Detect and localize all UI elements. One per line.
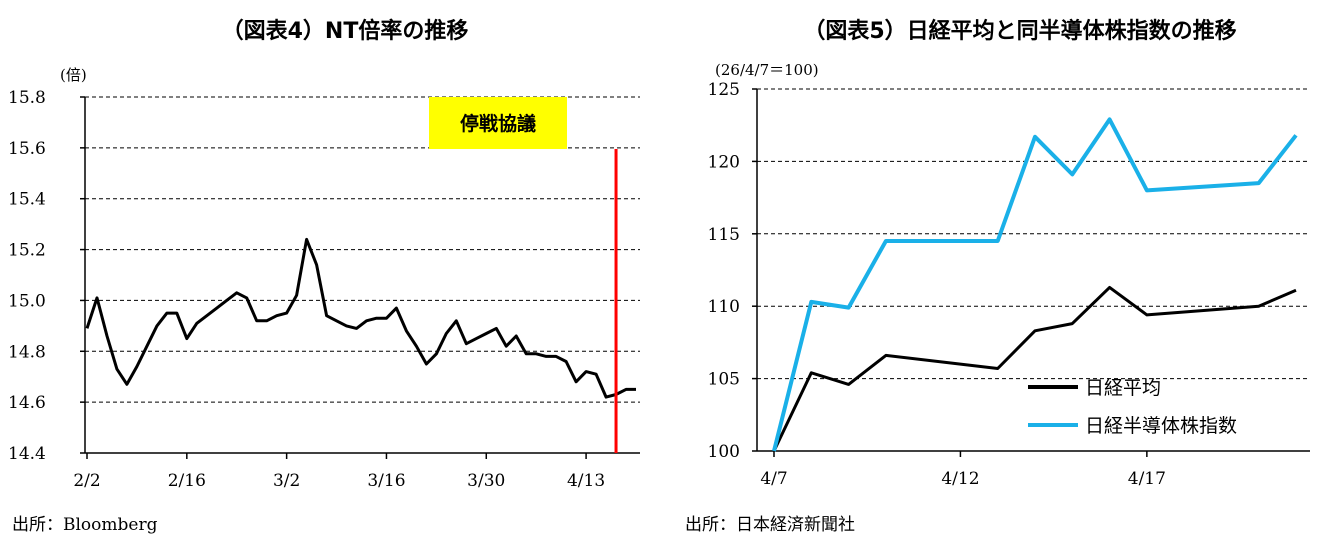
y-tick-label: 14.4 bbox=[8, 444, 46, 464]
legend-semiconductor-label: 日経半導体株指数 bbox=[1085, 415, 1237, 437]
nt-ratio-chart-title: （図表4）NT倍率の推移 bbox=[222, 18, 469, 44]
y-tick-label: 15.0 bbox=[8, 291, 46, 311]
semiconductor-unit-label: (26/4/7＝100) bbox=[715, 61, 819, 79]
ceasefire-label-box bbox=[429, 97, 567, 149]
x-tick-label: 2/2 bbox=[73, 471, 100, 491]
x-tick-label: 4/7 bbox=[760, 469, 787, 489]
y-tick-label: 15.8 bbox=[8, 88, 46, 108]
nt-ratio-chart: （図表4）NT倍率の推移 (倍) 15.8 15.6 15.4 15.2 15.0 14.… bbox=[8, 18, 640, 535]
nt-ratio-x-axis-ticks: 2/2 2/16 3/2 3/16 3/30 4/13 bbox=[73, 453, 605, 491]
y-tick-label: 100 bbox=[708, 442, 740, 462]
nt-ratio-line bbox=[85, 237, 636, 399]
semiconductor-index-chart: （図表5）日経平均と同半導体株指数の推移 (26/4/7＝100) 125 120… bbox=[685, 18, 1310, 535]
x-tick-label: 2/16 bbox=[168, 471, 206, 491]
y-tick-label: 115 bbox=[708, 225, 740, 245]
semiconductor-index-line bbox=[772, 117, 1298, 452]
y-tick-label: 120 bbox=[708, 152, 740, 172]
x-tick-label: 4/12 bbox=[941, 469, 979, 489]
y-tick-label: 14.6 bbox=[8, 393, 46, 413]
y-tick-label: 15.4 bbox=[8, 190, 46, 210]
y-tick-label: 15.2 bbox=[8, 241, 46, 261]
semiconductor-series bbox=[772, 117, 1298, 452]
nikkei-average-line bbox=[772, 285, 1297, 452]
x-tick-label: 4/17 bbox=[1128, 469, 1166, 489]
semiconductor-source: 出所：日本経済新聞社 bbox=[685, 515, 855, 535]
y-tick-label: 15.6 bbox=[8, 139, 46, 159]
semiconductor-y-axis-ticks: 125 120 115 110 105 100 bbox=[708, 80, 757, 462]
y-tick-label: 105 bbox=[708, 370, 740, 390]
y-tick-label: 14.8 bbox=[8, 342, 46, 362]
nt-ratio-y-axis-ticks: 15.8 15.6 15.4 15.2 15.0 14.8 14.6 14.4 bbox=[8, 88, 85, 464]
semiconductor-gridlines bbox=[757, 88, 1310, 380]
x-tick-label: 3/16 bbox=[367, 471, 405, 491]
semiconductor-chart-title: （図表5）日経平均と同半導体株指数の推移 bbox=[803, 18, 1236, 44]
y-tick-label: 110 bbox=[708, 297, 740, 317]
x-tick-label: 3/30 bbox=[467, 471, 505, 491]
y-tick-label: 125 bbox=[708, 80, 740, 100]
x-tick-label: 4/13 bbox=[567, 471, 605, 491]
nt-ratio-source: 出所：Bloomberg bbox=[12, 515, 158, 535]
semiconductor-legend: 日経平均 日経半導体株指数 bbox=[1028, 377, 1237, 437]
ceasefire-label: 停戦協議 bbox=[460, 112, 536, 135]
nt-ratio-series bbox=[85, 237, 636, 399]
semiconductor-x-axis-ticks: 4/7 4/12 4/17 bbox=[760, 451, 1166, 489]
x-tick-label: 3/2 bbox=[273, 471, 300, 491]
legend-nikkei-label: 日経平均 bbox=[1085, 377, 1161, 399]
nt-ratio-unit-label: (倍) bbox=[60, 66, 87, 84]
